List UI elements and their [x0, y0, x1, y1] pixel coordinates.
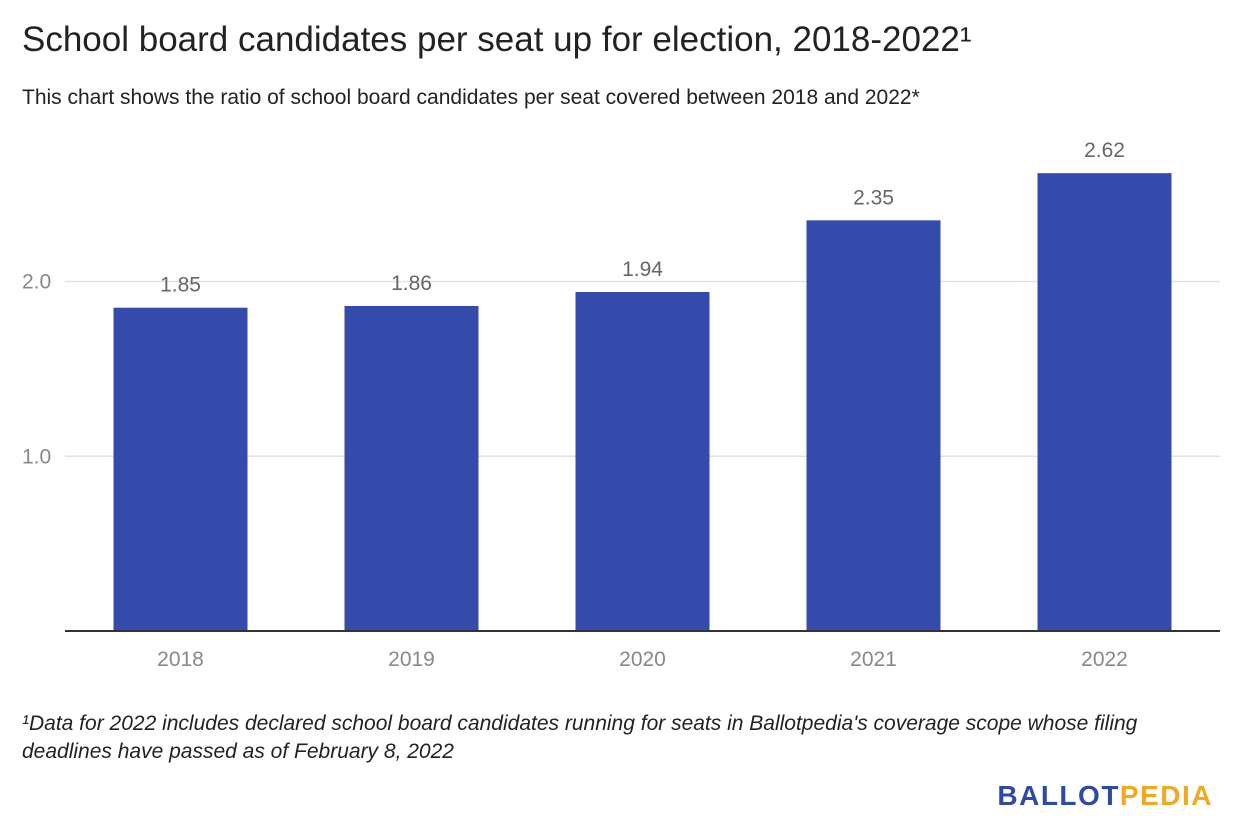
- chart-title: School board candidates per seat up for …: [22, 20, 972, 59]
- bar: [575, 291, 710, 631]
- bar: [1037, 173, 1172, 631]
- data-label: 2.62: [1084, 139, 1125, 162]
- footnote: ¹Data for 2022 includes declared school …: [22, 712, 1138, 763]
- data-label: 2.35: [853, 186, 894, 209]
- bar-chart: 1.0 2.0 1.85 2018 1.86 2019 1.94 2020 2.35 2021 2.…: [22, 139, 1220, 671]
- bar: [113, 307, 248, 631]
- y-tick-label: 1.0: [22, 445, 51, 468]
- x-tick-label: 2018: [157, 648, 204, 671]
- chart-subtitle: This chart shows the ratio of school boa…: [22, 86, 920, 109]
- ballotpedia-logo: BALLOTPEDIA: [997, 780, 1213, 812]
- logo-part-ballot: BALLOT: [997, 780, 1120, 811]
- x-tick-label: 2022: [1081, 648, 1128, 671]
- x-tick-label: 2021: [850, 648, 897, 671]
- data-label: 1.86: [391, 272, 432, 295]
- logo-part-pedia: PEDIA: [1119, 780, 1213, 811]
- x-tick-label: 2020: [619, 648, 666, 671]
- data-label: 1.94: [622, 258, 663, 281]
- x-tick-label: 2019: [388, 648, 435, 671]
- bar: [806, 220, 941, 631]
- data-label: 1.85: [160, 274, 201, 297]
- y-tick-label: 2.0: [22, 271, 51, 294]
- bar: [344, 305, 479, 631]
